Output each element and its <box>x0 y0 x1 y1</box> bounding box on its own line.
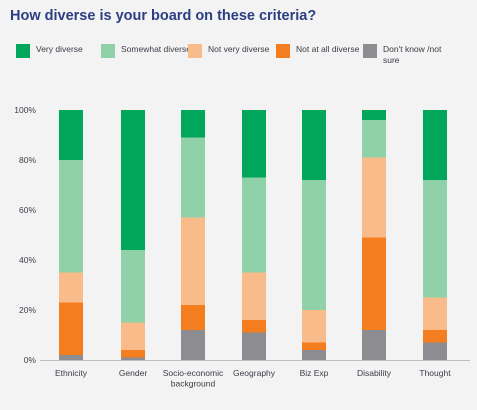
legend-label: Not very diverse <box>208 44 270 54</box>
bar-segment <box>302 342 326 350</box>
bar-segment <box>423 342 447 360</box>
bar-segment <box>242 272 266 320</box>
bar-segment <box>362 157 386 238</box>
y-tick-label: 40% <box>19 255 36 265</box>
y-tick-label: 80% <box>19 155 36 165</box>
bar-segment <box>59 160 83 273</box>
x-tick-label: Thought <box>419 368 451 378</box>
y-tick-label: 100% <box>14 105 36 115</box>
legend-label: Don't know /not sure <box>383 44 442 65</box>
y-tick-label: 0% <box>24 355 37 365</box>
bar-segment <box>423 110 447 180</box>
x-tick-label: Ethnicity <box>55 368 88 378</box>
legend-label: Somewhat diverse <box>121 44 191 54</box>
legend-swatch <box>188 44 202 58</box>
legend: Very diverse Somewhat diverse Not very d… <box>0 0 477 80</box>
legend-swatch <box>276 44 290 58</box>
bar-segment <box>423 180 447 298</box>
x-tick-label: Geography <box>233 368 276 378</box>
bar-segment <box>121 350 145 358</box>
legend-swatch <box>16 44 30 58</box>
legend-label: Not at all diverse <box>296 44 360 54</box>
bar-segment <box>121 250 145 323</box>
bar-segment <box>121 110 145 250</box>
bar-segment <box>181 110 205 138</box>
chart-title: How diverse is your board on these crite… <box>10 8 317 24</box>
bar-segment <box>181 305 205 330</box>
bar-segment <box>181 217 205 305</box>
x-tick-label: Gender <box>119 368 148 378</box>
bar-segment <box>181 137 205 218</box>
y-tick-label: 60% <box>19 205 36 215</box>
bar-segment <box>121 357 145 360</box>
bar-segment <box>362 120 386 158</box>
bar-segment <box>362 110 386 120</box>
legend-swatch <box>101 44 115 58</box>
legend-swatch <box>363 44 377 58</box>
bar-segment <box>242 110 266 178</box>
bar-segment <box>423 297 447 330</box>
bar-segment <box>59 302 83 355</box>
bar-segment <box>242 332 266 360</box>
bar-segment <box>242 177 266 273</box>
bar-segment <box>59 110 83 160</box>
bar-segment <box>302 180 326 310</box>
bar-segment <box>362 237 386 330</box>
y-tick-label: 20% <box>19 305 36 315</box>
bar-segment <box>121 322 145 350</box>
legend-label: Very diverse <box>36 44 83 54</box>
bar-segment <box>59 355 83 360</box>
bar-segment <box>59 272 83 303</box>
x-tick-label: Biz Exp <box>300 368 329 378</box>
bar-segment <box>302 310 326 343</box>
x-tick-label: Socio-economic background <box>163 368 224 389</box>
bar-segment <box>302 350 326 360</box>
x-tick-label: Disability <box>357 368 392 378</box>
bar-segment <box>242 320 266 333</box>
bar-segment <box>181 330 205 360</box>
bar-segment <box>302 110 326 180</box>
bar-segment <box>423 330 447 343</box>
bar-segment <box>362 330 386 360</box>
